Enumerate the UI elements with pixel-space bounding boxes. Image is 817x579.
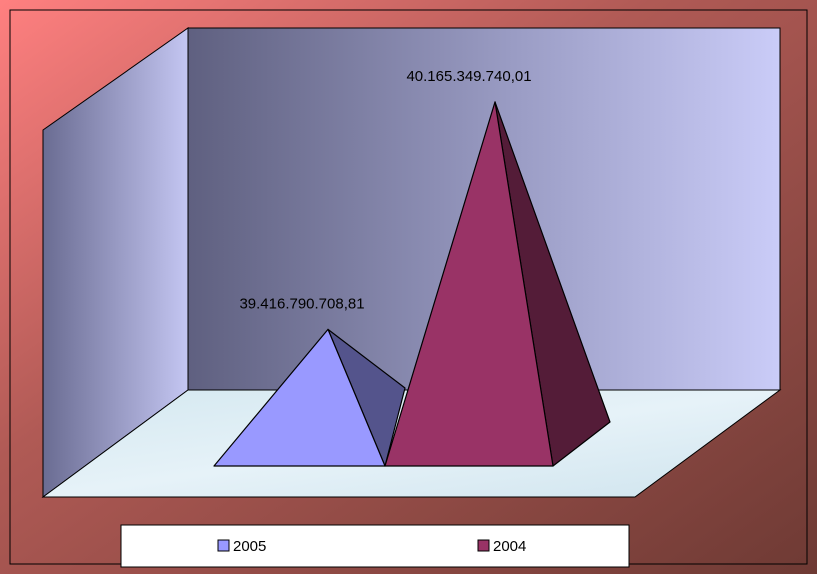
data-label-2005: 39.416.790.708,81	[239, 295, 364, 312]
plot-marks: 39.416.790.708,81 40.165.349.740,01	[213, 68, 611, 467]
legend-label-2004: 2004	[493, 538, 526, 555]
legend-swatch-2004	[477, 539, 490, 552]
pyramid-front-2005	[213, 328, 386, 467]
data-label-2004: 40.165.349.740,01	[406, 68, 531, 85]
pyramid-front-2004	[384, 101, 554, 467]
legend-swatch-2005	[217, 539, 230, 552]
legend-box	[120, 524, 630, 568]
legend-label-2005: 2005	[233, 538, 266, 555]
legend: 2005 2004	[217, 538, 526, 555]
